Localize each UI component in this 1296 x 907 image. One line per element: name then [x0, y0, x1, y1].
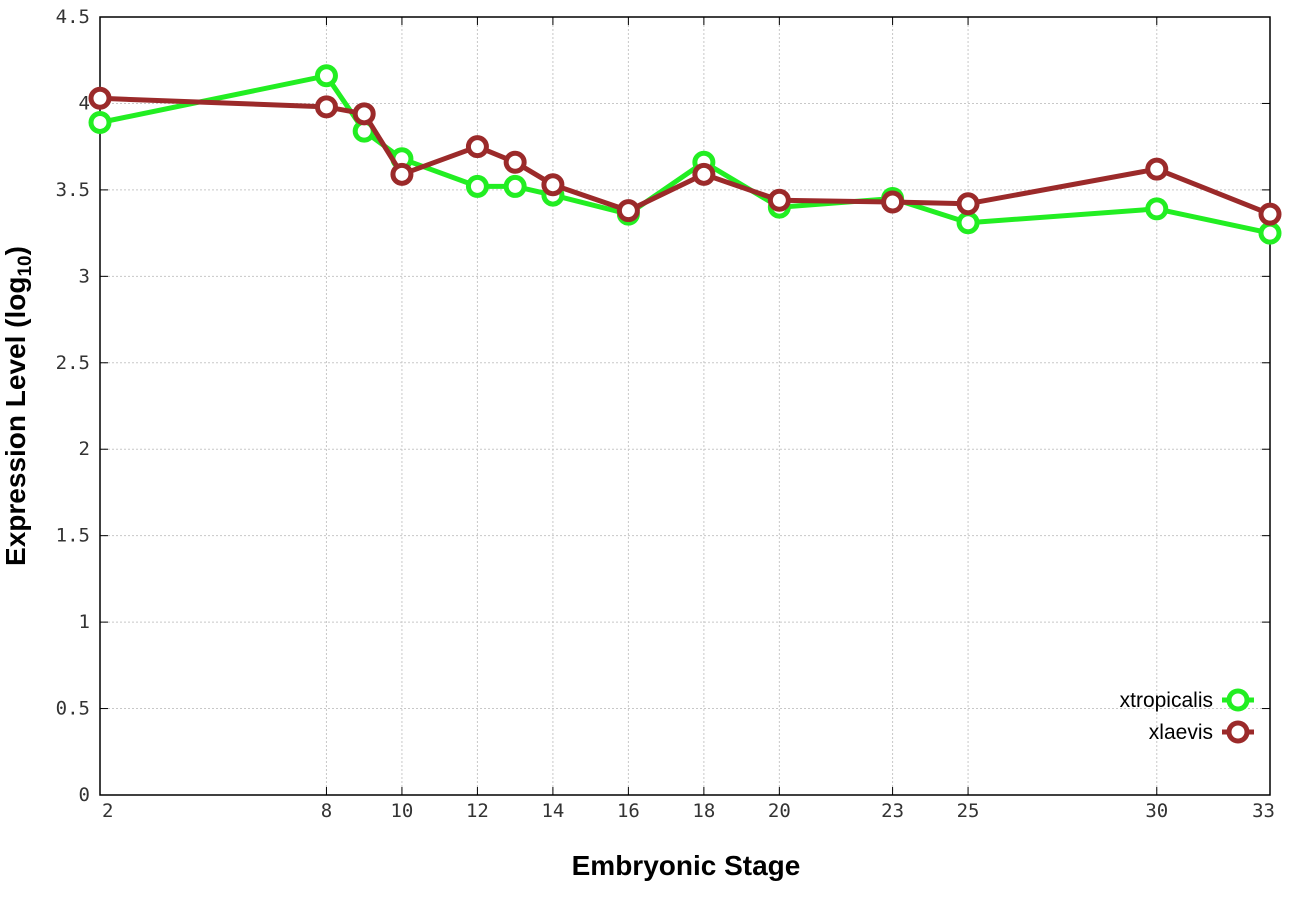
- data-point-xtropicalis: [88, 110, 112, 134]
- x-tick-label: 8: [321, 800, 332, 822]
- data-point-xlaevis: [616, 199, 640, 223]
- series-layer: [88, 64, 1282, 245]
- x-tick-label: 25: [957, 800, 980, 822]
- grid-layer: [100, 17, 1270, 795]
- x-tick-label: 2: [102, 800, 113, 822]
- x-tick-label: 14: [541, 800, 564, 822]
- data-point-xlaevis: [503, 150, 527, 174]
- data-point-xtropicalis: [465, 174, 489, 198]
- x-tick-label: 16: [617, 800, 640, 822]
- data-point-xlaevis: [541, 173, 565, 197]
- y-tick-label: 3.5: [56, 179, 90, 201]
- data-point-xlaevis: [88, 86, 112, 110]
- x-tick-label: 18: [692, 800, 715, 822]
- data-point-xtropicalis: [503, 174, 527, 198]
- y-tick-label: 1: [79, 611, 90, 633]
- x-axis-title: Embryonic Stage: [572, 850, 801, 881]
- data-point-xlaevis: [390, 162, 414, 186]
- data-point-xlaevis: [1258, 202, 1282, 226]
- data-point-xlaevis: [692, 162, 716, 186]
- data-point-xlaevis: [767, 188, 791, 212]
- data-point-xtropicalis: [956, 211, 980, 235]
- y-tick-label: 1.5: [56, 525, 90, 547]
- x-tick-label: 30: [1145, 800, 1168, 822]
- data-point-xtropicalis: [1145, 197, 1169, 221]
- x-tick-label: 23: [881, 800, 904, 822]
- y-axis-title: Expression Level (log10): [0, 246, 36, 566]
- y-tick-label: 4.5: [56, 6, 90, 28]
- x-tick-label: 12: [466, 800, 489, 822]
- y-tick-label: 2.5: [56, 352, 90, 374]
- data-point-xlaevis: [956, 192, 980, 216]
- data-point-xlaevis: [881, 190, 905, 214]
- series-xtropicalis: [88, 64, 1282, 245]
- legend-label: xlaevis: [1149, 721, 1213, 744]
- x-tick-label: 20: [768, 800, 791, 822]
- series-line-xtropicalis: [99, 73, 1271, 236]
- legend-swatch-marker: [1226, 688, 1250, 712]
- data-point-xtropicalis: [1258, 221, 1282, 245]
- data-point-xlaevis: [352, 102, 376, 126]
- y-axis-title-main: Expression Level (log: [0, 277, 31, 566]
- y-tick-label: 0.5: [56, 698, 90, 720]
- y-tick-label: 0: [79, 784, 90, 806]
- legend-item-xlaevis: xlaevis: [1149, 720, 1254, 744]
- y-axis-title-close: ): [0, 246, 31, 255]
- y-tick-label: 4: [79, 92, 90, 114]
- legend-item-xtropicalis: xtropicalis: [1120, 688, 1254, 712]
- legend: xtropicalis xlaevis: [1120, 688, 1254, 744]
- tick-layer: 0 0.5 1 1.5 2 2.5 3 3.5 4 4.5 2 8 10 12 14 16 18 20 23 25 30…: [56, 6, 1275, 822]
- plot-frame: [99, 16, 1271, 796]
- y-tick-label: 2: [79, 438, 90, 460]
- x-tick-label: 10: [390, 800, 413, 822]
- series-line-xlaevis: [99, 95, 1271, 217]
- legend-label: xtropicalis: [1120, 689, 1213, 712]
- data-point-xlaevis: [314, 95, 338, 119]
- y-tick-label: 3: [79, 265, 90, 287]
- series-xlaevis: [88, 86, 1282, 226]
- x-tick-label: 33: [1252, 800, 1275, 822]
- legend-swatch-marker: [1226, 720, 1250, 744]
- y-axis-title-subscript: 10: [15, 255, 36, 276]
- data-point-xtropicalis: [314, 64, 338, 88]
- data-point-xlaevis: [465, 135, 489, 159]
- data-point-xlaevis: [1145, 157, 1169, 181]
